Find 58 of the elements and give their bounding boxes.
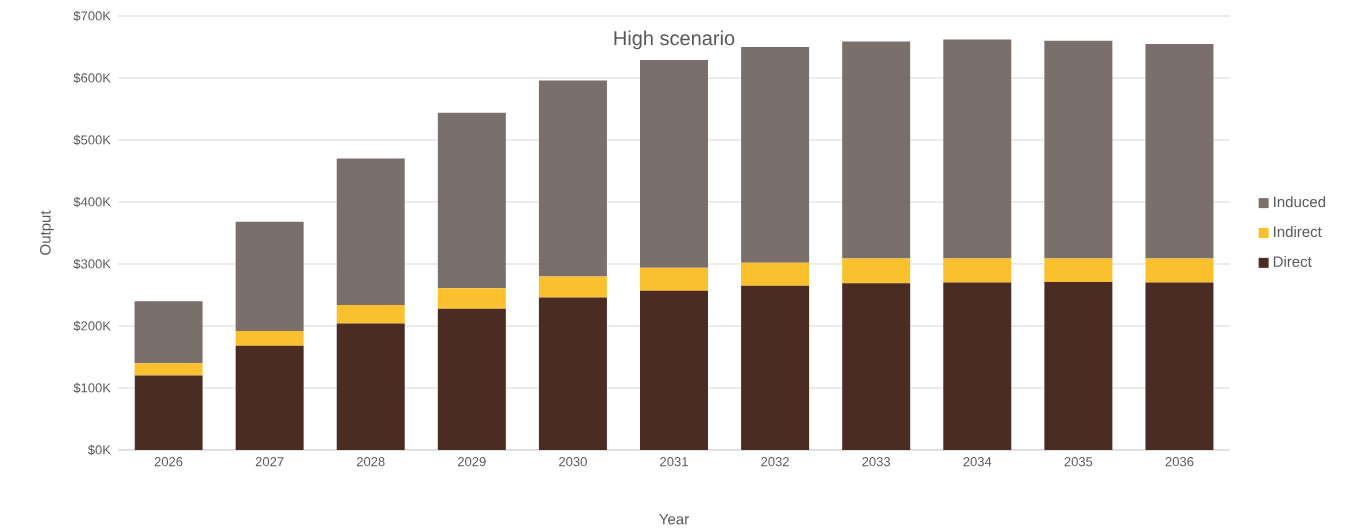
bar <box>1044 40 1113 259</box>
bar <box>640 60 708 268</box>
bar <box>943 39 1012 259</box>
bar <box>1145 43 1214 259</box>
text: High scenario <box>614 30 735 50</box>
bar <box>336 304 405 324</box>
y-tick-label: $500K <box>73 134 111 146</box>
x-tick-label: 2034 <box>963 457 992 467</box>
bar <box>437 308 506 450</box>
x-tick-label: 2032 <box>761 457 789 467</box>
bar <box>134 375 203 450</box>
x-tick-label: 2030 <box>559 457 587 467</box>
x-tick-label: 2028 <box>356 457 385 467</box>
y-tick-label: $300K <box>73 258 111 270</box>
bar <box>538 297 607 450</box>
bar <box>943 282 1012 450</box>
bar <box>1044 281 1113 450</box>
x-tick-label: 2027 <box>255 457 284 467</box>
bar <box>437 288 506 309</box>
bar <box>235 345 304 450</box>
bar <box>1044 258 1113 282</box>
bar <box>437 112 506 289</box>
legend-label: Direct <box>1273 255 1312 267</box>
y-tick-label: $100K <box>73 382 111 394</box>
bar <box>640 290 708 450</box>
y-tick-label: $700K <box>73 10 111 22</box>
bar <box>1145 282 1214 450</box>
bar <box>336 323 405 450</box>
bar <box>538 80 607 277</box>
x-tick-label: 2026 <box>154 457 183 467</box>
legend-label: Induced <box>1274 196 1326 208</box>
bar <box>741 285 810 450</box>
bar <box>235 221 304 331</box>
legend-label: Indirect <box>1274 226 1322 238</box>
bar <box>134 301 203 364</box>
bar <box>538 276 607 298</box>
y-axis-title: Output <box>40 210 54 255</box>
bar <box>943 258 1012 283</box>
bar <box>842 258 911 284</box>
bar <box>741 262 810 286</box>
y-tick-label: $200K <box>73 320 111 332</box>
y-tick-label: $600K <box>73 72 111 84</box>
y-tick-label: $0K <box>87 444 111 456</box>
x-tick-label: 2035 <box>1064 457 1093 467</box>
x-axis-title: Year <box>659 513 689 525</box>
x-tick-label: 2033 <box>862 457 891 467</box>
bar <box>842 41 911 259</box>
bar <box>741 46 810 263</box>
bar <box>640 267 708 291</box>
y-tick-label: $400K <box>73 196 111 208</box>
x-tick-label: 2029 <box>458 457 486 467</box>
bar <box>134 363 203 376</box>
bar <box>235 330 304 346</box>
bar <box>842 283 911 450</box>
bar <box>336 158 405 305</box>
bar <box>1145 258 1214 283</box>
x-tick-label: 2036 <box>1165 457 1194 467</box>
x-tick-label: 2031 <box>660 457 688 467</box>
